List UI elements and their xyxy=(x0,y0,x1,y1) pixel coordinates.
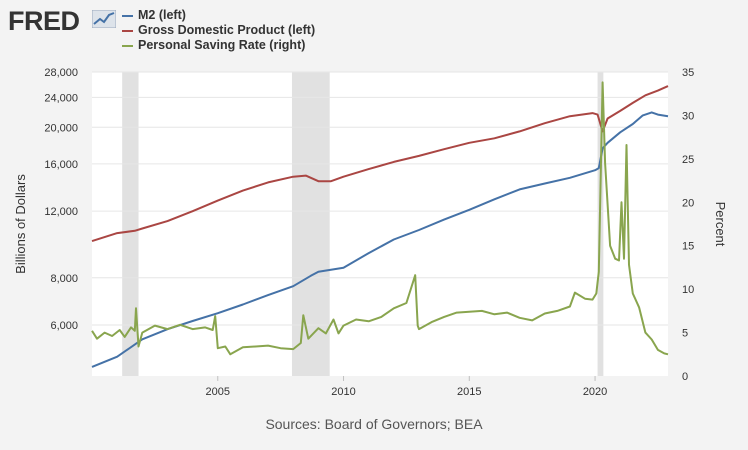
x-axis-ticks: 2005 2010 2015 2020 xyxy=(206,376,607,398)
x-tick-label: 2005 xyxy=(206,386,230,398)
x-tick-label: 2010 xyxy=(331,386,355,398)
left-axis-label: Billions of Dollars xyxy=(13,174,28,274)
right-tick-label: 30 xyxy=(682,110,694,122)
header: FRED M2 (left) Gross Domestic Product (l… xyxy=(0,0,748,62)
legend: M2 (left) Gross Domestic Product (left) … xyxy=(122,8,315,53)
gridlines xyxy=(92,71,668,326)
right-tick-label: 10 xyxy=(682,284,694,296)
right-tick-label: 35 xyxy=(682,67,694,79)
right-axis-ticks: 0 5 10 15 20 25 30 35 xyxy=(682,67,694,383)
legend-item-psr[interactable]: Personal Saving Rate (right) xyxy=(122,38,315,53)
left-tick-label: 12,000 xyxy=(44,206,78,218)
left-tick-label: 8,000 xyxy=(50,273,78,285)
left-tick-label: 6,000 xyxy=(50,320,78,332)
series-lines xyxy=(91,81,669,368)
legend-swatch-m2 xyxy=(122,14,133,17)
left-tick-label: 20,000 xyxy=(44,122,78,134)
series-line-psr xyxy=(91,81,669,356)
recession-band-0 xyxy=(122,72,139,376)
right-tick-label: 0 xyxy=(682,371,688,383)
left-axis-ticks: 28,000 24,000 20,000 16,000 12,000 8,000 6,000 xyxy=(44,67,78,332)
source-note: Sources: Board of Governors; BEA xyxy=(265,416,483,432)
right-tick-label: 20 xyxy=(682,197,694,209)
left-tick-label: 24,000 xyxy=(44,92,78,104)
legend-item-gdp[interactable]: Gross Domestic Product (left) xyxy=(122,23,315,38)
left-tick-label: 16,000 xyxy=(44,159,78,171)
x-tick-label: 2020 xyxy=(583,386,607,398)
left-tick-label: 28,000 xyxy=(44,67,78,79)
legend-label-psr: Personal Saving Rate (right) xyxy=(138,38,306,52)
legend-swatch-gdp xyxy=(122,29,133,32)
right-axis-label: Percent xyxy=(713,202,728,247)
legend-label-gdp: Gross Domestic Product (left) xyxy=(138,23,316,37)
chart: 28,000 24,000 20,000 16,000 12,000 8,000 6,000… xyxy=(13,67,728,398)
legend-item-m2[interactable]: M2 (left) xyxy=(122,8,315,23)
legend-swatch-psr xyxy=(122,44,133,47)
right-tick-label: 5 xyxy=(682,328,688,340)
x-tick-label: 2015 xyxy=(457,386,481,398)
plot-area xyxy=(92,72,668,376)
legend-label-m2: M2 (left) xyxy=(138,8,186,22)
fred-logo[interactable]: FRED xyxy=(8,6,80,36)
series-line-gdp xyxy=(91,85,669,243)
recession-band-1 xyxy=(291,72,330,376)
right-tick-label: 25 xyxy=(682,154,694,166)
fred-chart-icon xyxy=(92,10,116,28)
right-tick-label: 15 xyxy=(682,241,694,253)
series-line-m2 xyxy=(91,111,669,368)
